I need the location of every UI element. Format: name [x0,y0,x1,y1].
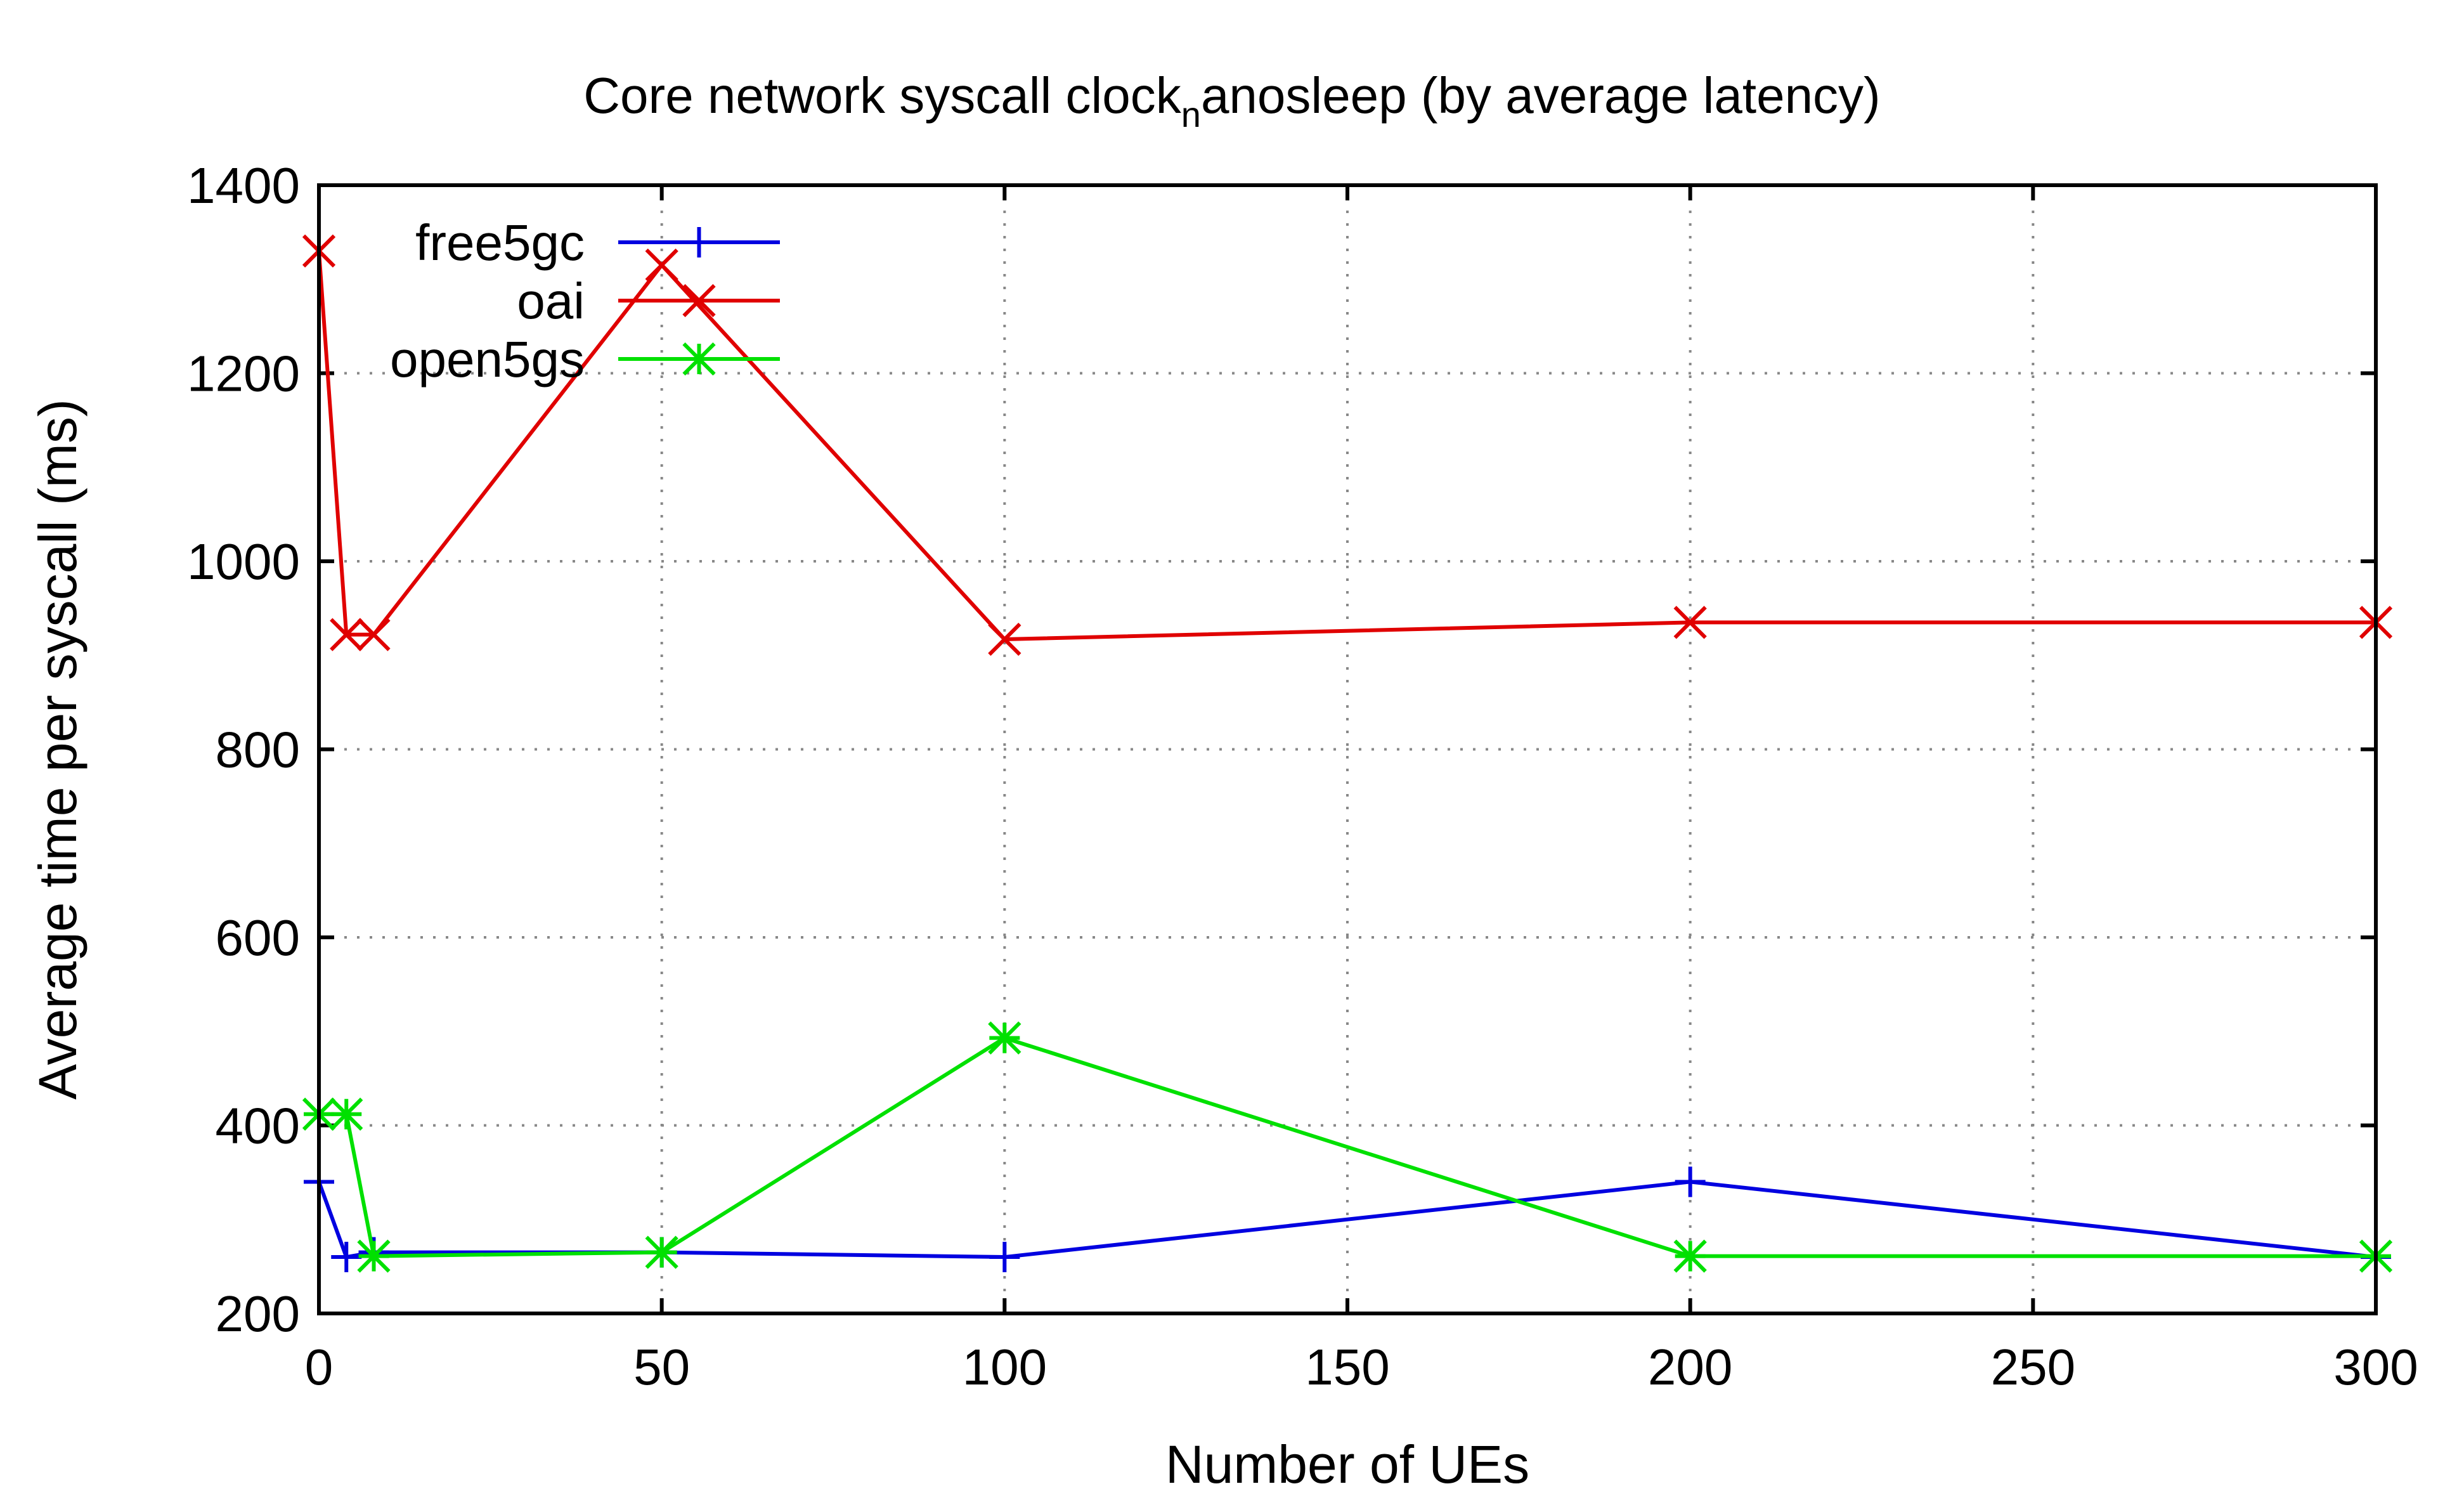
data-point-open5gs [1673,1239,1707,1273]
data-point-open5gs [988,1021,1021,1055]
data-point-oai [1673,606,1707,639]
legend-marker [682,342,716,376]
chart-title: Core network syscall clocknanosleep (by … [583,67,1880,134]
data-point-oai [988,622,1021,656]
x-axis-label: Number of UEs [1165,1435,1529,1494]
y-axis-label: Average time per syscall (ms) [28,399,88,1100]
x-tick-label: 150 [1305,1339,1389,1395]
legend-marker [684,227,715,257]
y-tick-label: 1000 [187,533,300,590]
legend-label: free5gc [415,214,585,271]
data-point-free5gc [989,1242,1020,1273]
legend-entry-oai: oai [517,273,780,329]
chart-title-rest: anosleep (by average latency) [1201,67,1881,124]
plot-frame [317,183,2378,1315]
series-open5gs [302,1021,2393,1273]
y-tick-label: 600 [216,909,300,966]
grid [319,185,2376,1313]
data-point-open5gs [330,1097,363,1131]
data-point-open5gs [645,1235,678,1269]
x-tick-label: 200 [1648,1339,1732,1395]
x-tick-label: 50 [633,1339,690,1395]
y-tick-label: 200 [216,1286,300,1342]
x-tick-label: 300 [2333,1339,2418,1395]
legend-entry-free5gc: free5gc [415,214,780,271]
series-oai [302,234,2393,656]
data-point-oai [645,248,678,282]
x-tick-label: 0 [305,1339,334,1395]
legend-label: open5gs [390,331,585,388]
data-point-free5gc [1675,1166,1706,1197]
x-tick-label: 250 [1991,1339,2075,1395]
data-point-oai [357,618,391,651]
legend-entry-open5gs: open5gs [390,331,780,388]
series-line-oai [317,251,2376,642]
data-point-oai [330,618,363,651]
y-tick-label: 400 [216,1098,300,1154]
axis-ticks: 0 50 100 150 200 250 300 200 400 600 800 1000 1200 14… [187,157,2418,1395]
chart-title-subscript: n [1181,94,1201,134]
y-tick-label: 800 [216,722,300,778]
legend-label: oai [517,273,585,329]
series-line-free5gc [317,1180,2376,1260]
data-point-free5gc [331,1242,362,1273]
y-tick-label: 1400 [187,157,300,214]
series [302,234,2393,1273]
x-tick-label: 100 [963,1339,1047,1395]
data-point-open5gs [357,1239,391,1273]
chart-title-main: Core network syscall clock [583,67,1182,124]
y-tick-label: 1200 [187,346,300,402]
legend-marker [682,283,716,318]
